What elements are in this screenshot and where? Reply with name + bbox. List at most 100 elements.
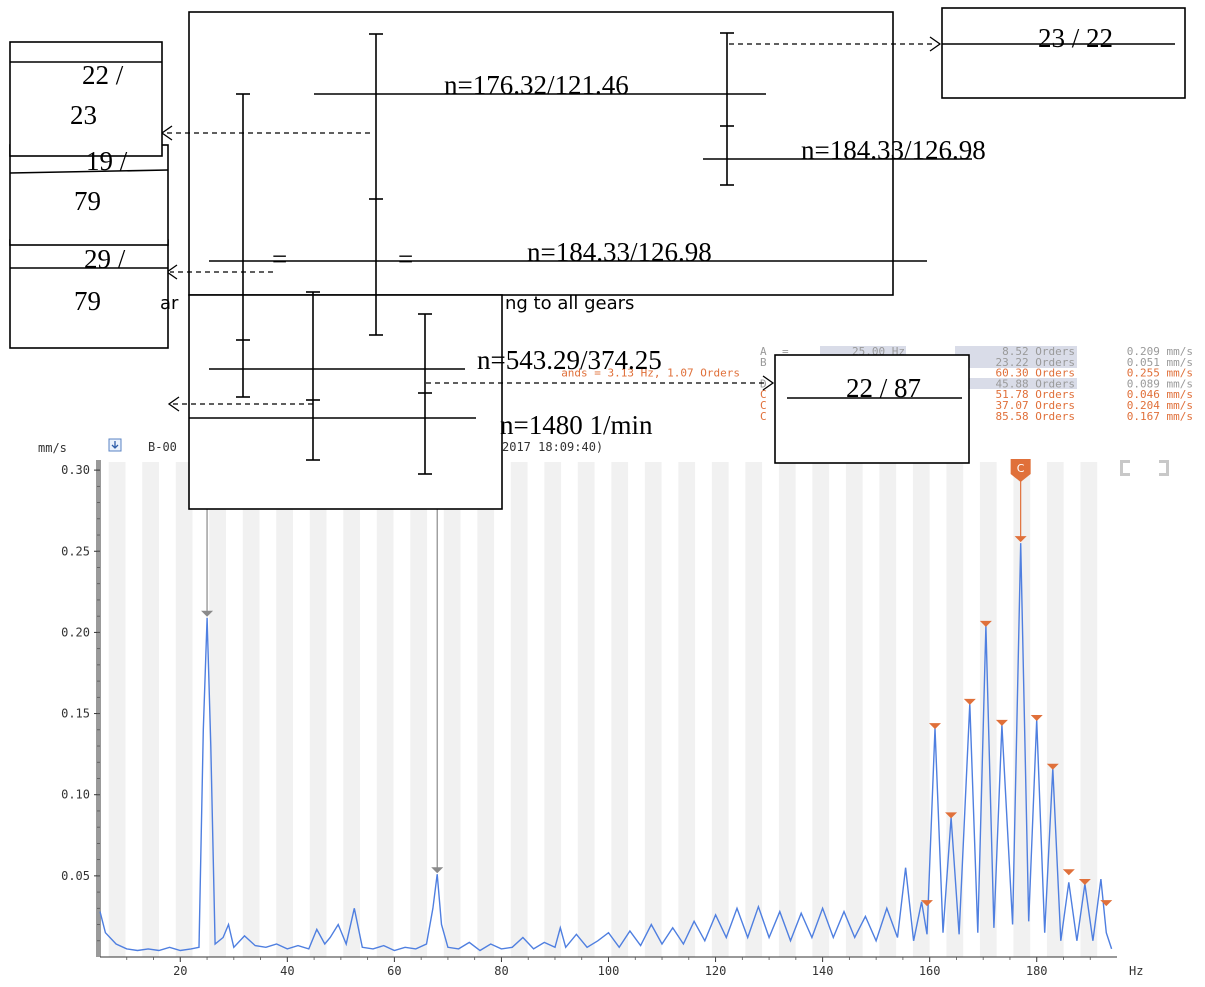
band-shade xyxy=(1080,462,1098,957)
table-cell-amplitude: 0.167 mm/s xyxy=(1127,410,1193,423)
band-shade xyxy=(745,462,763,957)
table-cell-orders: 23.22 Orders xyxy=(996,356,1075,369)
timestamp-label: 2017 18:09:40) xyxy=(502,440,603,454)
band-shading xyxy=(108,462,1098,957)
table-cell-freq: ands = 3.13 Hz, 1.07 Orders xyxy=(561,367,740,380)
table-cell-orders: 37.07 Orders xyxy=(996,399,1075,412)
band-shade xyxy=(443,462,461,957)
ratio-left-a-top: 22 / xyxy=(82,60,124,90)
y-axis-unit-label: mm/s xyxy=(38,441,67,455)
band-shade xyxy=(845,462,863,957)
table-orders-highlight xyxy=(955,378,1077,389)
table-freq-highlight xyxy=(820,346,906,357)
ratio-left-c-top: 29 / xyxy=(84,244,126,274)
table-cell-amplitude: 0.046 mm/s xyxy=(1127,388,1193,401)
band-shade xyxy=(711,462,729,957)
speed-low: n=543.29/374.25 xyxy=(477,345,662,375)
band-shade xyxy=(678,462,696,957)
ratio-box-left-a xyxy=(9,41,163,157)
cursor-flag-label: C xyxy=(1017,462,1025,475)
gearbox-frame xyxy=(188,11,894,296)
gearbox-lower-frame xyxy=(188,294,503,510)
band-shade xyxy=(376,462,394,957)
cursor-pointer xyxy=(201,610,214,617)
y-axis-bar xyxy=(96,460,101,957)
cursor-readout-table: A = 25.00 Hz 8.52 Orders 0.209 mm/sB 23.22 Or… xyxy=(561,345,1193,423)
band-shade xyxy=(778,462,796,957)
table-cell-amplitude: 0.209 mm/s xyxy=(1127,345,1193,358)
y-tick-label: 0.30 xyxy=(61,463,90,477)
x-tick-label: 120 xyxy=(705,964,727,978)
table-cell-orders: 51.78 Orders xyxy=(996,388,1075,401)
harmonic-peak-marker xyxy=(1030,715,1043,722)
harmonic-peak-marker xyxy=(1100,900,1113,907)
x-tick-label: 180 xyxy=(1026,964,1048,978)
ratio-left-a-bottom: 23 xyxy=(70,100,97,130)
caption-fragment-left: ar xyxy=(160,293,179,314)
ratio-box-bottom-right xyxy=(774,354,970,464)
band-shade xyxy=(410,462,428,957)
x-tick-label: 100 xyxy=(598,964,620,978)
table-cell-sep: = xyxy=(782,345,789,358)
ratio-top-right: 23 / 22 xyxy=(1038,23,1113,53)
band-shade xyxy=(209,462,227,957)
harmonic-peak-markers xyxy=(920,620,1113,907)
cursor-flag[interactable] xyxy=(1010,459,1031,482)
spectrum-chart: 0.05 0.10 0.15 0.20 0.25 0.30 20 40 60 80 100 120 1… xyxy=(38,438,1169,978)
band-shade xyxy=(108,462,126,957)
table-cell-label: B xyxy=(760,356,767,369)
ratio-box-top-right xyxy=(941,7,1186,99)
ratio-box-left-c xyxy=(9,239,169,349)
equals-mark-1: = xyxy=(272,244,287,274)
cursor-pointer xyxy=(1014,536,1027,543)
band-shade xyxy=(276,462,294,957)
y-axis-ticks: 0.05 0.10 0.15 0.20 0.25 0.30 xyxy=(61,463,100,942)
speed-right: n=184.33/126.98 xyxy=(801,135,986,165)
series-id-label: B-00 xyxy=(148,440,177,454)
caption-fragment-right: ng to all gears xyxy=(505,293,634,314)
table-cell-label: C xyxy=(760,399,767,412)
table-cell-amplitude: 0.204 mm/s xyxy=(1127,399,1193,412)
table-cell-orders: 8.52 Orders xyxy=(1002,345,1075,358)
band-shade xyxy=(175,462,193,957)
y-tick-label: 0.25 xyxy=(61,544,90,558)
gearbox-diagram xyxy=(9,7,1186,510)
band-shade xyxy=(242,462,260,957)
y-tick-label: 0.15 xyxy=(61,707,90,721)
x-axis-label: Hz xyxy=(1129,964,1143,978)
harmonic-peak-marker xyxy=(945,812,958,819)
band-shade xyxy=(343,462,361,957)
x-tick-label: 80 xyxy=(494,964,508,978)
cursor-markers: C xyxy=(201,459,1031,874)
x-tick-label: 40 xyxy=(280,964,294,978)
fullscreen-icon[interactable] xyxy=(1120,460,1169,476)
table-cell-label: C xyxy=(760,410,767,423)
table-cell-amplitude: 0.051 mm/s xyxy=(1127,356,1193,369)
table-cell-orders: 60.30 Orders xyxy=(996,367,1075,380)
table-cell-label: C xyxy=(760,388,767,401)
speed-input: n=1480 1/min xyxy=(500,410,653,440)
ratio-left-b-bottom: 79 xyxy=(74,186,101,216)
ratio-left-b-top: 19 / xyxy=(86,146,128,176)
table-cell-label: D xyxy=(760,377,767,390)
band-shade xyxy=(142,462,159,957)
download-icon[interactable] xyxy=(108,438,122,452)
band-shade xyxy=(879,462,897,957)
y-tick-label: 0.20 xyxy=(61,625,90,639)
x-axis-ticks: 20 40 60 80 100 120 140 160 180 xyxy=(126,957,1091,978)
table-cell-amplitude: 0.255 mm/s xyxy=(1127,367,1193,380)
table-cell-orders: 45.88 Orders xyxy=(996,377,1075,390)
band-shade xyxy=(611,462,629,957)
harmonic-peak-marker xyxy=(963,698,976,705)
x-tick-label: 20 xyxy=(173,964,187,978)
harmonic-peak-marker xyxy=(1062,869,1075,876)
caption-fragments: ar ng to all gears xyxy=(160,293,634,314)
diagram-labels: n=176.32/121.46 n=184.33/126.98 n=184.33… xyxy=(70,23,1113,440)
x-tick-label: 60 xyxy=(387,964,401,978)
band-shade xyxy=(477,462,495,957)
band-shade xyxy=(577,462,595,957)
speed-top: n=176.32/121.46 xyxy=(444,70,629,100)
band-shade xyxy=(644,462,662,957)
